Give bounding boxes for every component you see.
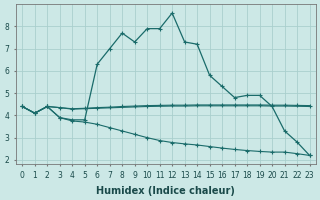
X-axis label: Humidex (Indice chaleur): Humidex (Indice chaleur) — [96, 186, 235, 196]
